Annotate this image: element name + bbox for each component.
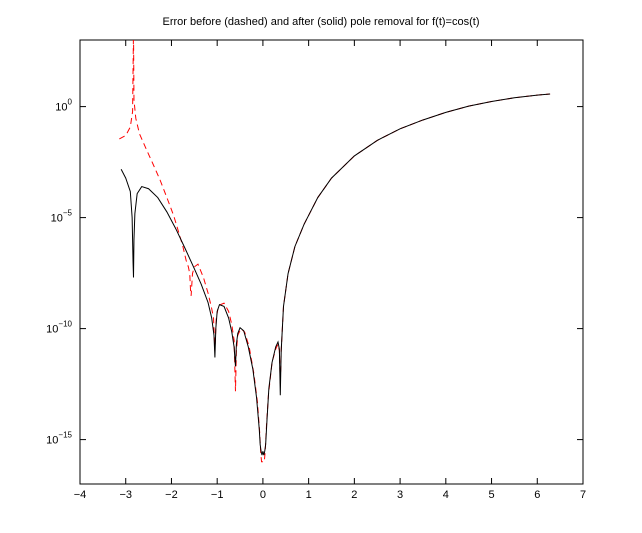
x-tick-label: 5	[488, 489, 494, 501]
x-tick-label: 1	[306, 489, 312, 501]
x-tick-label: −4	[74, 489, 87, 501]
x-tick-label: −2	[165, 489, 178, 501]
x-tick-label: 3	[397, 489, 403, 501]
y-tick-label: 10−5	[51, 209, 73, 225]
series-line-solid	[120, 93, 551, 456]
x-tick-label: 7	[580, 489, 586, 501]
plot-frame	[79, 39, 584, 485]
x-tick-label: −3	[119, 489, 132, 501]
y-tick-label: 100	[55, 98, 72, 114]
y-tick-label: 10−15	[46, 431, 72, 447]
x-tick-label: −1	[211, 489, 224, 501]
chart-title: Error before (dashed) and after (solid) …	[163, 16, 480, 28]
x-tick-label: 4	[443, 489, 449, 501]
x-axis: −4 −3 −2 −1 0 1 2 3 4 5 6 7	[74, 40, 586, 501]
x-tick-label: 0	[260, 489, 266, 501]
x-tick-label: 6	[534, 489, 540, 501]
y-tick-label: 10−10	[46, 320, 72, 336]
y-axis: 100 10−5 10−10 10−15	[46, 98, 583, 447]
series-layer	[119, 40, 551, 463]
x-tick-label: 2	[351, 489, 357, 501]
